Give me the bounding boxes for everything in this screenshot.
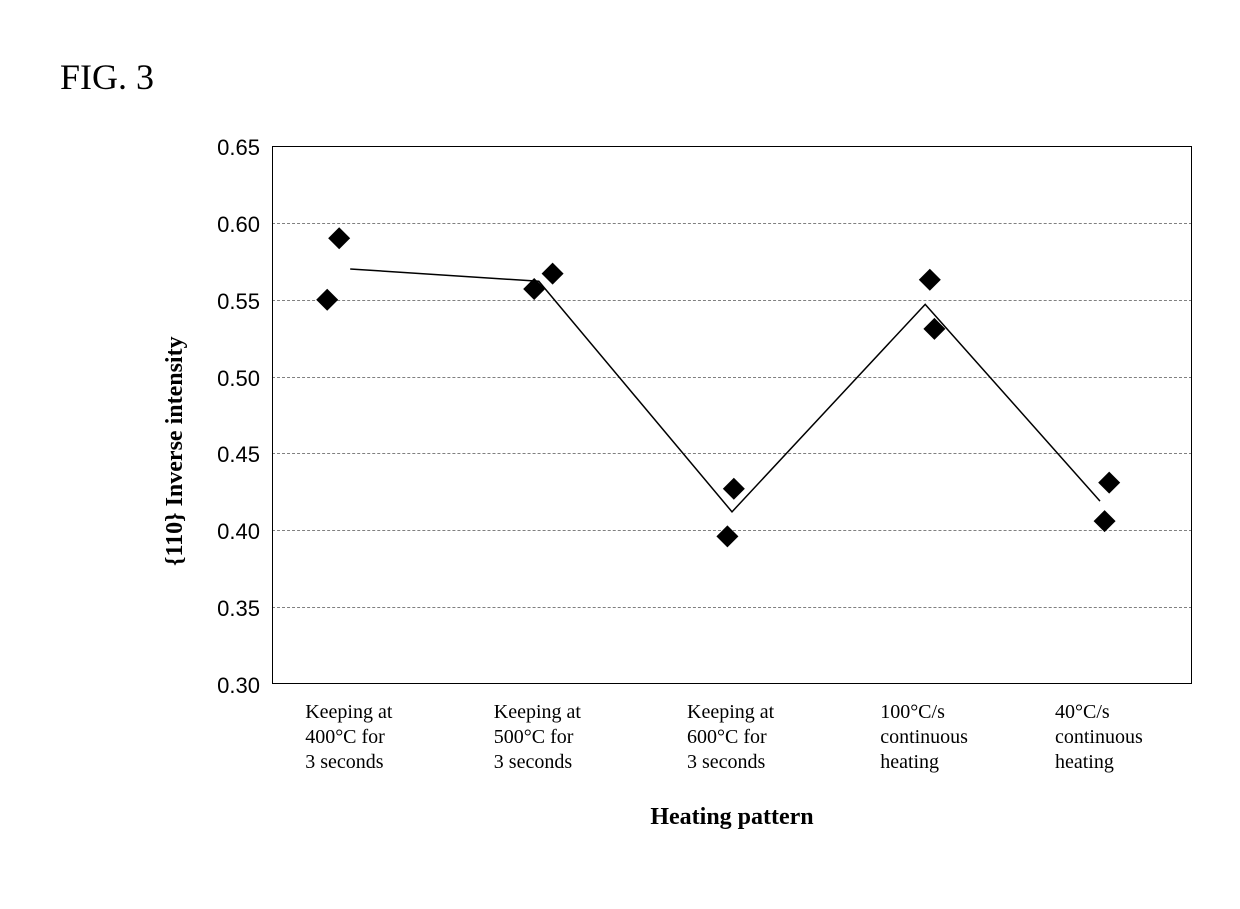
ytick-label: 0.50	[200, 366, 260, 392]
ytick-label: 0.35	[200, 596, 260, 622]
xtick-label: 100°C/scontinuousheating	[880, 700, 1050, 775]
data-point-marker	[1098, 472, 1120, 494]
data-point-marker	[923, 318, 945, 340]
ytick-label: 0.40	[200, 519, 260, 545]
x-axis-label: Heating pattern	[272, 804, 1192, 831]
data-point-marker	[723, 478, 745, 500]
xtick-label: Keeping at400°C for3 seconds	[305, 700, 475, 775]
figure-label: FIG. 3	[60, 56, 154, 98]
xtick-label: Keeping at500°C for3 seconds	[494, 700, 664, 775]
data-point-marker	[328, 227, 350, 249]
ytick-label: 0.65	[200, 135, 260, 161]
data-point-marker	[716, 525, 738, 547]
data-point-marker	[919, 269, 941, 291]
y-axis-label: {110} Inverse intensity	[162, 336, 189, 566]
data-point-marker	[316, 289, 338, 311]
plot-svg	[272, 146, 1192, 684]
data-point-marker	[542, 263, 564, 285]
trend-line	[350, 269, 1100, 512]
xtick-label: 40°C/scontinuousheating	[1055, 700, 1225, 775]
xtick-label: Keeping at600°C for3 seconds	[687, 700, 857, 775]
ytick-label: 0.55	[200, 289, 260, 315]
ytick-label: 0.60	[200, 212, 260, 238]
plot-area	[272, 146, 1192, 684]
data-point-marker	[523, 278, 545, 300]
ytick-label: 0.45	[200, 442, 260, 468]
ytick-label: 0.30	[200, 673, 260, 699]
data-point-marker	[1094, 510, 1116, 532]
